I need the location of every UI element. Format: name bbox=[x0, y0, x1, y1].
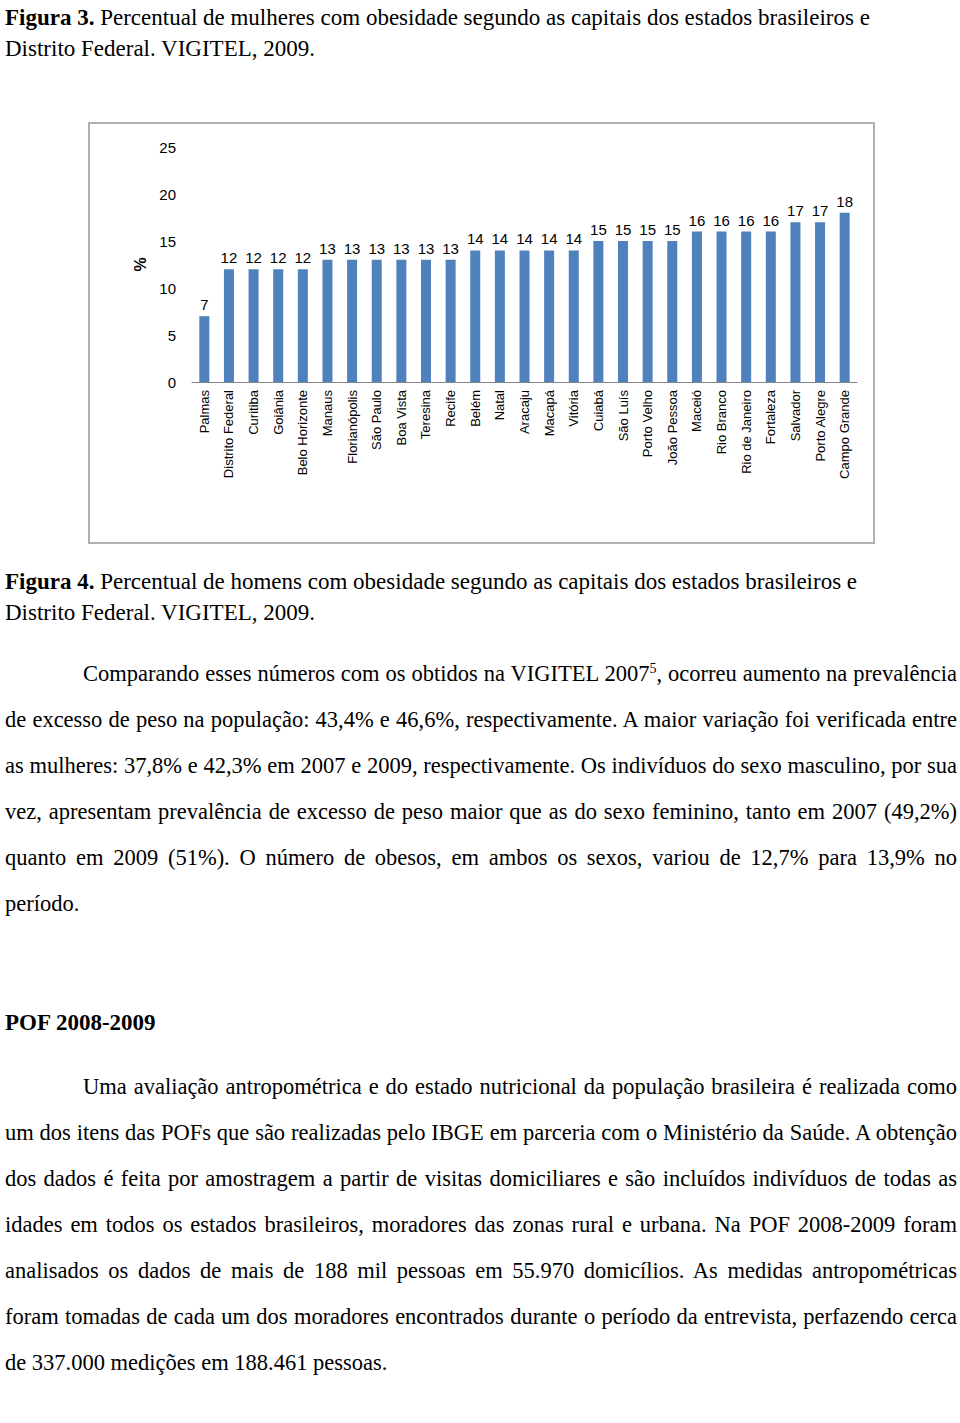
svg-text:16: 16 bbox=[762, 212, 779, 229]
svg-text:Rio de Janeiro: Rio de Janeiro bbox=[739, 390, 754, 474]
svg-text:17: 17 bbox=[787, 202, 804, 219]
html-text:Comparando esses números com o: Comparando esses números com os obtidos … bbox=[83, 661, 650, 686]
svg-text:Fortaleza: Fortaleza bbox=[763, 389, 778, 444]
svg-text:14: 14 bbox=[516, 230, 533, 247]
svg-text:São Paulo: São Paulo bbox=[369, 390, 384, 450]
html-text:Figura 4. Percentual de homens: Figura 4. Percentual de homens com obesi… bbox=[5, 569, 858, 625]
svg-text:17: 17 bbox=[812, 202, 829, 219]
html-text:POF 2008-2009: POF 2008-2009 bbox=[5, 1010, 156, 1035]
svg-text:Boa Vista: Boa Vista bbox=[394, 389, 409, 445]
svg-text:13: 13 bbox=[442, 240, 459, 257]
svg-text:15: 15 bbox=[639, 221, 656, 238]
svg-text:Cuiabá: Cuiabá bbox=[591, 389, 606, 431]
svg-text:Aracaju: Aracaju bbox=[517, 390, 532, 434]
svg-text:12: 12 bbox=[245, 249, 262, 266]
svg-text:13: 13 bbox=[344, 240, 361, 257]
svg-text:Palmas: Palmas bbox=[197, 390, 212, 434]
html-text:Figura 3. Percentual de mulher: Figura 3. Percentual de mulheres com obe… bbox=[5, 5, 870, 61]
svg-text:Recife: Recife bbox=[443, 390, 458, 427]
svg-text:13: 13 bbox=[368, 240, 385, 257]
svg-text:10: 10 bbox=[159, 280, 176, 297]
svg-text:16: 16 bbox=[738, 212, 755, 229]
svg-text:7: 7 bbox=[200, 296, 208, 313]
svg-text:Distrito Federal: Distrito Federal bbox=[221, 390, 236, 478]
svg-text:Porto Velho: Porto Velho bbox=[640, 390, 655, 457]
svg-text:Florianópolis: Florianópolis bbox=[345, 390, 360, 464]
svg-text:15: 15 bbox=[590, 221, 607, 238]
svg-text:Salvador: Salvador bbox=[788, 389, 803, 441]
svg-text:Porto Alegre: Porto Alegre bbox=[813, 390, 828, 462]
svg-text:Campo Grande: Campo Grande bbox=[837, 390, 852, 479]
svg-text:Curitiba: Curitiba bbox=[246, 389, 261, 435]
svg-text:16: 16 bbox=[713, 212, 730, 229]
svg-text:16: 16 bbox=[689, 212, 706, 229]
svg-text:14: 14 bbox=[541, 230, 558, 247]
svg-text:Belém: Belém bbox=[468, 390, 483, 427]
html-text:5, ocorreu aumento na prevalên: 5, ocorreu aumento na prevalência de exc… bbox=[5, 660, 957, 916]
svg-text:15: 15 bbox=[159, 233, 176, 250]
svg-text:João Pessoa: João Pessoa bbox=[665, 389, 680, 465]
svg-text:20: 20 bbox=[159, 186, 176, 203]
svg-text:Manaus: Manaus bbox=[320, 390, 335, 437]
svg-text:Rio Branco: Rio Branco bbox=[714, 390, 729, 454]
html-text:Uma avaliação antropométrica e: Uma avaliação antropométrica e do estado… bbox=[5, 1074, 957, 1375]
svg-text:12: 12 bbox=[270, 249, 287, 266]
svg-text:18: 18 bbox=[836, 193, 853, 210]
svg-text:13: 13 bbox=[319, 240, 336, 257]
svg-text:14: 14 bbox=[565, 230, 582, 247]
svg-text:13: 13 bbox=[418, 240, 435, 257]
svg-text:Goiânia: Goiânia bbox=[271, 389, 286, 435]
svg-text:15: 15 bbox=[664, 221, 681, 238]
svg-text:25: 25 bbox=[159, 139, 176, 156]
svg-text:Teresina: Teresina bbox=[418, 389, 433, 439]
svg-text:13: 13 bbox=[393, 240, 410, 257]
svg-text:São Luís: São Luís bbox=[616, 390, 631, 442]
svg-text:Belo Horizonte: Belo Horizonte bbox=[295, 390, 310, 475]
svg-text:14: 14 bbox=[467, 230, 484, 247]
svg-text:12: 12 bbox=[221, 249, 238, 266]
svg-text:0: 0 bbox=[168, 374, 176, 391]
svg-text:%: % bbox=[132, 257, 149, 271]
svg-text:Vitória: Vitória bbox=[566, 389, 581, 426]
svg-text:12: 12 bbox=[294, 249, 311, 266]
svg-text:15: 15 bbox=[615, 221, 632, 238]
svg-text:14: 14 bbox=[492, 230, 509, 247]
svg-text:Macapá: Macapá bbox=[542, 389, 557, 436]
svg-text:Maceió: Maceió bbox=[689, 390, 704, 432]
svg-text:5: 5 bbox=[168, 327, 176, 344]
svg-text:Natal: Natal bbox=[492, 390, 507, 420]
